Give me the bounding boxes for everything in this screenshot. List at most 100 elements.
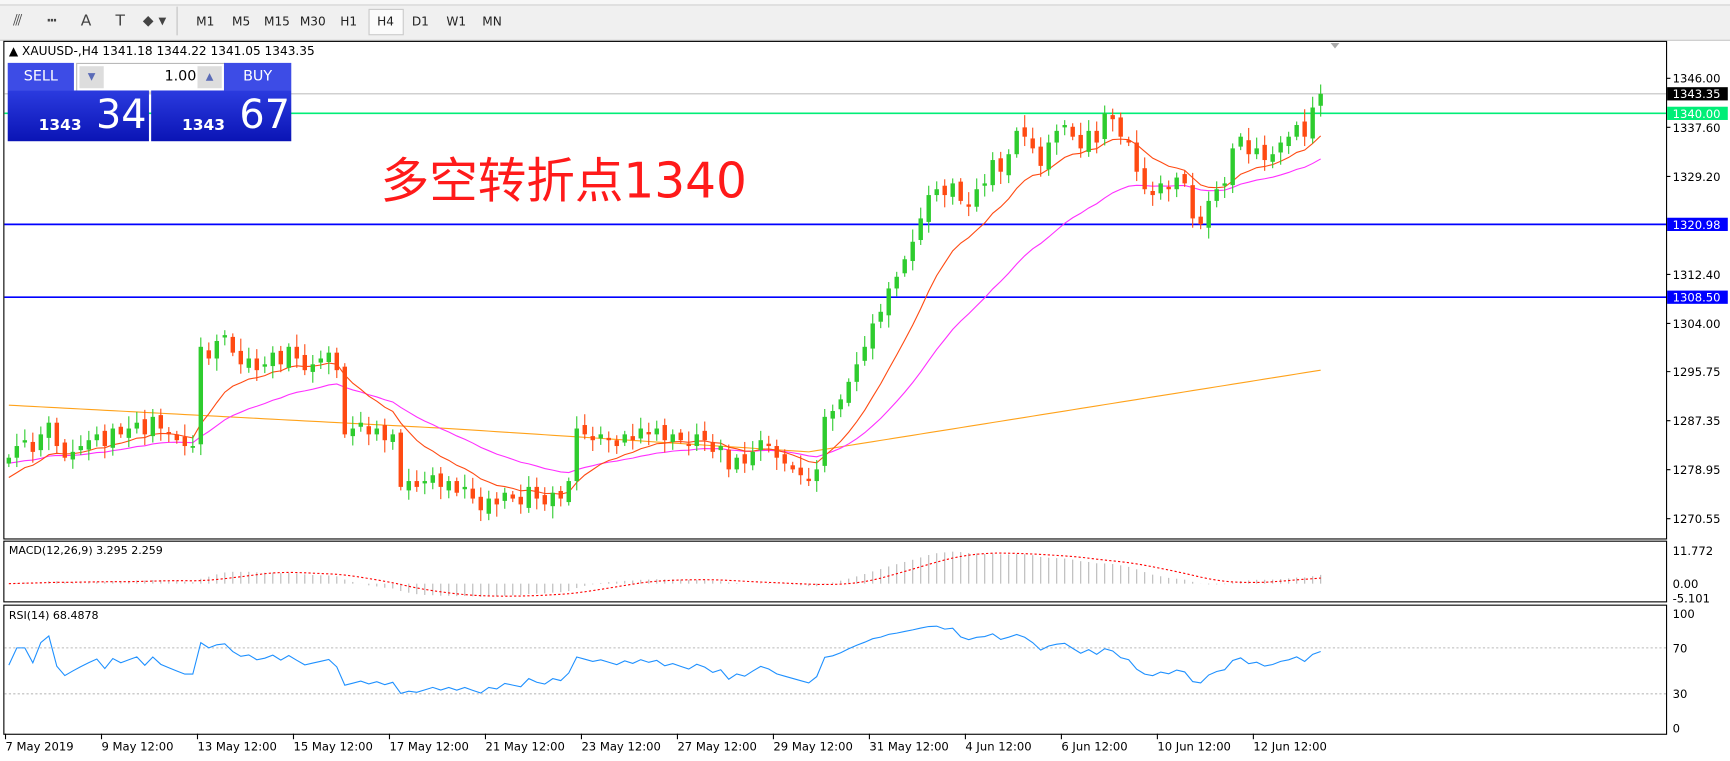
candle-body xyxy=(1030,138,1035,149)
candle xyxy=(798,455,803,485)
candle xyxy=(534,477,539,510)
timeframe-m15[interactable]: M15 xyxy=(263,14,290,29)
candle-body xyxy=(614,440,619,447)
timeframe-h1[interactable]: H1 xyxy=(340,14,358,29)
candle xyxy=(246,347,252,373)
candle-body xyxy=(798,467,803,476)
menu-strip xyxy=(0,0,1730,6)
candle xyxy=(830,404,835,431)
candle xyxy=(126,416,132,448)
candle xyxy=(486,490,491,521)
candle-body xyxy=(358,422,363,427)
candle-body xyxy=(430,475,435,483)
candle-body xyxy=(726,449,731,470)
support-price-label-bg xyxy=(1667,290,1728,304)
timeframe-m5[interactable]: M5 xyxy=(231,14,251,29)
candle xyxy=(38,426,44,457)
timeframe-mn[interactable]: MN xyxy=(482,14,502,29)
candle-body xyxy=(1230,148,1235,186)
increase-lots-icon[interactable]: ▲ xyxy=(197,66,222,89)
price-tick-label: 1287.35 xyxy=(1673,414,1721,428)
candle xyxy=(942,179,947,208)
date-label: 10 Jun 12:00 xyxy=(1157,739,1231,753)
lot-size-input[interactable]: 1.00 xyxy=(164,68,197,85)
chart-annotation-text[interactable]: 多空转折点1340 xyxy=(380,153,747,210)
candle-body xyxy=(182,436,188,447)
candle-body xyxy=(622,434,627,443)
candle xyxy=(950,178,955,205)
sell-button[interactable]: SELL xyxy=(7,62,74,91)
candle-body xyxy=(782,454,787,464)
buy-price-button[interactable]: 1343 67 xyxy=(151,90,292,142)
candle-body xyxy=(1238,136,1243,147)
candle xyxy=(814,460,819,492)
candle-body xyxy=(486,498,491,514)
candle xyxy=(1078,122,1083,158)
candle xyxy=(1142,157,1147,195)
buy-button[interactable]: BUY xyxy=(223,62,292,91)
candle xyxy=(1262,135,1267,171)
candle xyxy=(310,354,315,383)
fibonacci-fan-icon[interactable]: ⫻ xyxy=(13,12,23,30)
timeframe-h4[interactable]: H4 xyxy=(367,8,404,36)
price-tick-label: 1346.00 xyxy=(1673,72,1721,86)
macd-tick-label: 11.772 xyxy=(1673,544,1714,558)
candle xyxy=(1222,176,1227,198)
candle xyxy=(542,487,547,511)
candle-body xyxy=(1278,142,1283,153)
candle-body xyxy=(1222,183,1227,186)
timeframe-d1[interactable]: D1 xyxy=(411,14,429,29)
macd-tick-label: -5.101 xyxy=(1673,591,1710,605)
text-icon[interactable]: A xyxy=(80,12,92,30)
candle xyxy=(422,471,427,495)
candle xyxy=(854,352,859,392)
decrease-lots-icon[interactable]: ▼ xyxy=(79,66,104,89)
date-label: 13 May 12:00 xyxy=(197,739,276,753)
candle-body xyxy=(334,352,339,371)
candle xyxy=(614,435,619,454)
candle xyxy=(1134,130,1139,182)
candle xyxy=(686,431,691,456)
candle xyxy=(214,334,220,371)
timeframe-w1[interactable]: W1 xyxy=(446,14,467,29)
candle-body xyxy=(1270,154,1275,162)
candle xyxy=(406,468,411,500)
candle-body xyxy=(1254,148,1259,155)
candle xyxy=(1094,121,1099,154)
candle xyxy=(174,430,180,444)
arrows-dropdown-icon[interactable]: ⬥ ▾ xyxy=(142,12,167,30)
pivot-price-label: 1340.00 xyxy=(1673,107,1721,121)
candle-body xyxy=(1190,185,1195,219)
candle-body xyxy=(950,183,955,197)
candle xyxy=(606,431,611,453)
candle xyxy=(838,394,843,418)
candle-body xyxy=(134,422,140,429)
candle-body xyxy=(878,311,883,322)
text-label-icon[interactable]: T xyxy=(115,12,125,30)
candle xyxy=(118,423,124,438)
candle-body xyxy=(1182,174,1187,184)
candle xyxy=(790,461,795,473)
candle-body xyxy=(166,432,172,435)
candle xyxy=(70,439,76,469)
timeframe-m30[interactable]: M30 xyxy=(299,14,326,29)
candle-body xyxy=(1302,121,1307,137)
candle-body xyxy=(110,428,116,448)
candle-body xyxy=(542,495,547,505)
candle-body xyxy=(310,364,315,372)
toolbar-separator xyxy=(176,6,178,36)
candle-body xyxy=(94,434,100,441)
sell-price-button[interactable]: 1343 34 xyxy=(7,90,149,142)
fibonacci-channel-icon[interactable]: ┅ xyxy=(47,12,57,30)
date-label: 23 May 12:00 xyxy=(581,739,660,753)
rsi-tick-label: 30 xyxy=(1673,687,1688,701)
candle xyxy=(222,330,228,346)
chart-area[interactable]: 1346.00 1337.60 1329.20 1312.40 1304.00 1295.… xyxy=(0,40,1730,761)
candle xyxy=(1158,175,1163,200)
candle xyxy=(302,344,307,376)
candle xyxy=(190,435,196,453)
price-tick-label: 1278.95 xyxy=(1673,463,1721,477)
lot-size-stepper[interactable]: ▼ 1.00 ▲ xyxy=(76,62,226,93)
date-label: 31 May 12:00 xyxy=(869,739,948,753)
timeframe-m1[interactable]: M1 xyxy=(196,14,215,29)
